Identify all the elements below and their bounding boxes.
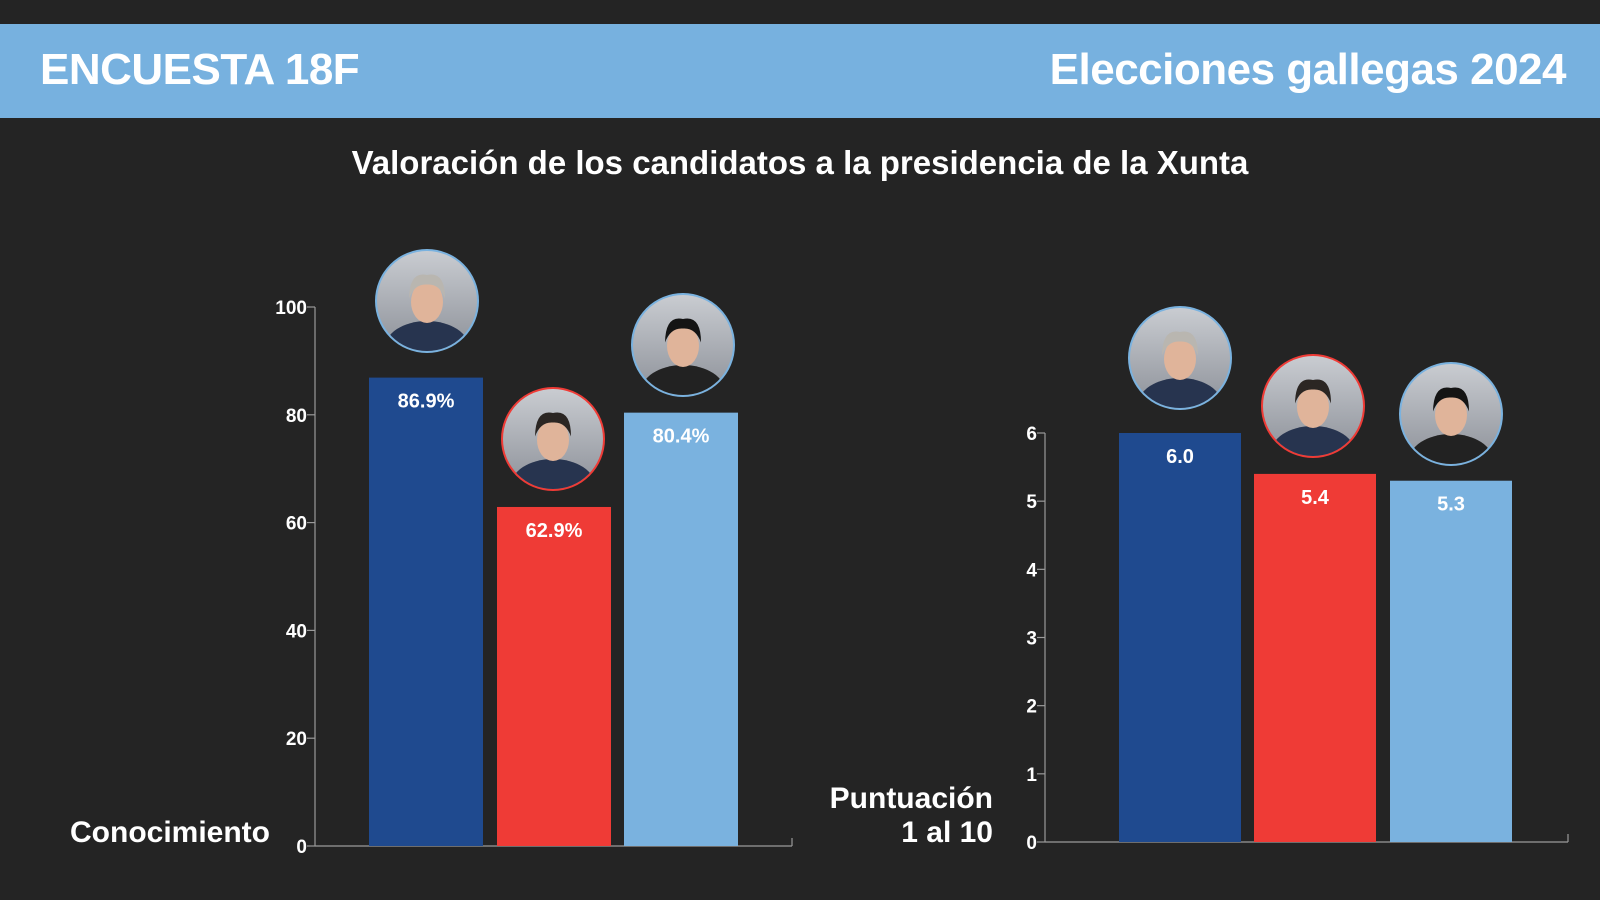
bar <box>624 412 738 846</box>
chart-title: Valoración de los candidatos a la presid… <box>351 144 1249 181</box>
rating-chart: 0 1 2 3 4 5 6 6.0 5.4 5.3 <box>1026 306 1569 854</box>
bar-value-label: 5.3 <box>1437 494 1465 516</box>
photo-shoulders <box>640 365 726 395</box>
bar <box>497 506 611 846</box>
candidate-photo <box>501 387 605 491</box>
photo-hair <box>1433 387 1469 412</box>
y-tick-label: 1 <box>1026 765 1037 786</box>
bar-value-label: 62.9% <box>526 520 583 542</box>
bar-value-label: 80.4% <box>653 426 710 448</box>
survey-title: ENCUESTA 18F <box>40 45 360 94</box>
right-chart-label-line1: Puntuación <box>829 782 993 815</box>
left-chart-label: Conocimiento <box>70 816 270 849</box>
photo-hair <box>1295 379 1331 404</box>
bar-value-label: 6.0 <box>1166 446 1194 468</box>
photo-hair <box>409 274 445 299</box>
y-tick-label: 0 <box>296 837 307 858</box>
photo-shoulders <box>1408 434 1494 464</box>
y-tick-label: 5 <box>1026 492 1037 513</box>
photo-shoulders <box>510 459 596 489</box>
bar <box>369 377 483 846</box>
bar-value-label: 5.4 <box>1301 487 1330 509</box>
candidate-photo <box>375 249 479 353</box>
y-tick-label: 40 <box>286 621 307 642</box>
photo-face <box>667 325 699 367</box>
bar <box>1390 480 1512 842</box>
photo-face <box>411 281 443 323</box>
photo-hair <box>535 412 571 437</box>
bar-value-label: 86.9% <box>398 391 455 413</box>
candidate-photo <box>631 293 735 397</box>
photo-shoulders <box>384 321 470 351</box>
y-tick-label: 4 <box>1026 560 1037 581</box>
photo-face <box>1435 394 1467 436</box>
y-tick-label: 80 <box>286 406 307 427</box>
photo-shoulders <box>1137 378 1223 408</box>
photo-shoulders <box>1270 426 1356 456</box>
header-band <box>0 24 1600 118</box>
candidate-photo <box>1261 354 1365 458</box>
y-tick-label: 0 <box>1026 833 1037 854</box>
photo-face <box>1297 386 1329 428</box>
photo-hair <box>665 318 701 343</box>
y-tick-label: 6 <box>1026 424 1037 445</box>
y-tick-label: 100 <box>275 298 307 319</box>
photo-face <box>1164 338 1196 380</box>
candidate-photo <box>1128 306 1232 410</box>
y-tick-label: 2 <box>1026 697 1037 718</box>
right-chart-label-line2: 1 al 10 <box>901 816 993 849</box>
election-title: Elecciones gallegas 2024 <box>1049 45 1567 94</box>
right-chart-label: Puntuación 1 al 10 <box>830 782 993 850</box>
candidate-photo <box>1399 362 1503 466</box>
photo-hair <box>1162 331 1198 356</box>
photo-face <box>537 419 569 461</box>
y-tick-label: 20 <box>286 729 307 750</box>
knowledge-chart: 0 20 40 60 80 100 86.9% 62.9% 80.4% <box>275 249 793 858</box>
y-tick-label: 60 <box>286 514 307 535</box>
bar <box>1254 473 1376 842</box>
y-tick-label: 3 <box>1026 629 1037 650</box>
bar <box>1119 433 1241 842</box>
